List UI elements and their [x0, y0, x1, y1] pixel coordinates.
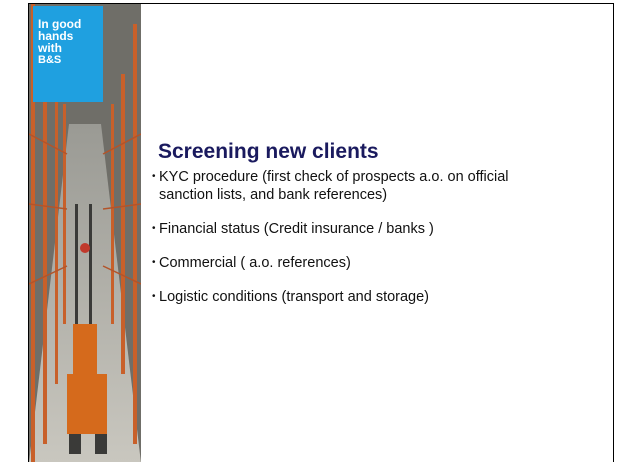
badge-line: hands — [38, 29, 74, 43]
bullet: Financial status (Credit insurance / ban… — [152, 220, 522, 238]
slide: In good hands with B&S Screening new cli… — [28, 3, 614, 462]
bullet-list: KYC procedure (first check of prospects … — [152, 168, 522, 322]
bullet: KYC procedure (first check of prospects … — [152, 168, 522, 204]
badge-line: with — [38, 41, 62, 55]
badge-line: In good — [38, 17, 82, 31]
badge: In good hands with B&S — [33, 6, 103, 102]
slide-title: Screening new clients — [158, 140, 379, 163]
badge-line: B&S — [38, 54, 62, 66]
bullet: Commercial ( a.o. references) — [152, 254, 522, 272]
bullet: Logistic conditions (transport and stora… — [152, 288, 522, 306]
